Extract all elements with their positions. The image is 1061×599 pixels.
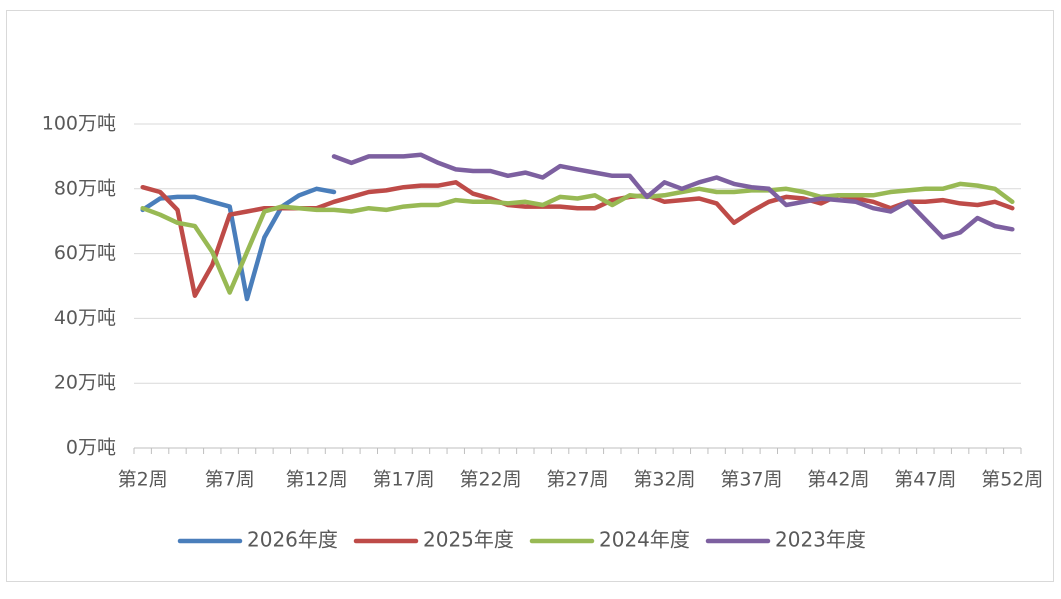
x-tick-label: 第7周	[205, 469, 255, 491]
series-line	[140, 186, 337, 302]
x-tick-label: 第22周	[459, 469, 521, 491]
y-tick-label: 80万吨	[54, 177, 116, 199]
y-tick-label: 60万吨	[54, 242, 116, 264]
legend-label: 2023年度	[775, 528, 866, 552]
y-tick-label: 100万吨	[42, 113, 116, 135]
x-tick-label: 第27周	[546, 469, 608, 491]
x-tick-label: 第37周	[720, 469, 782, 491]
legend-label: 2025年度	[423, 528, 514, 552]
y-tick-label: 40万吨	[54, 307, 116, 329]
legend-label: 2026年度	[247, 528, 338, 552]
series-line	[331, 152, 1015, 240]
chart-border	[6, 10, 1054, 582]
x-tick-label: 第32周	[633, 469, 695, 491]
legend-label: 2024年度	[599, 528, 690, 552]
x-tick-label: 第42周	[807, 469, 869, 491]
x-tick-label: 第52周	[981, 469, 1043, 491]
y-tick-label: 20万吨	[54, 372, 116, 394]
x-tick-label: 第47周	[894, 469, 956, 491]
x-tick-label: 第17周	[372, 469, 434, 491]
x-tick-label: 第12周	[286, 469, 348, 491]
series-line	[140, 181, 1015, 295]
x-tick-label: 第2周	[118, 469, 168, 491]
y-tick-label: 0万吨	[66, 437, 116, 459]
